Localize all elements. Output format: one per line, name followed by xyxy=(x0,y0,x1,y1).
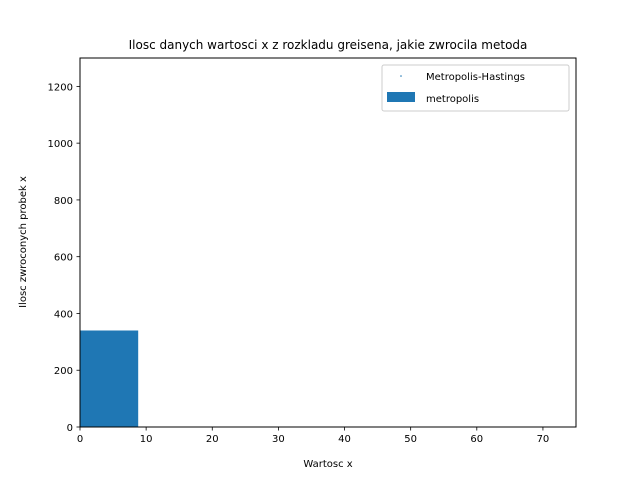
x-tick-label: 70 xyxy=(537,434,550,445)
legend-label-metropolis: metropolis xyxy=(426,94,479,105)
x-tick-label: 0 xyxy=(77,434,83,445)
x-axis: 0 10 20 30 40 50 60 70 xyxy=(77,427,549,445)
y-tick-label: 200 xyxy=(54,366,73,377)
x-tick-label: 50 xyxy=(404,434,417,445)
x-axis-label: Wartosc x xyxy=(303,459,352,470)
y-tick-label: 800 xyxy=(54,196,73,207)
legend-frame xyxy=(381,64,570,112)
chart-title: Ilosc danych wartosci x z rozkladu greis… xyxy=(129,38,528,52)
x-tick-label: 40 xyxy=(338,434,351,445)
y-axis: 0 200 400 600 800 1000 1200 xyxy=(48,82,80,434)
y-tick-label: 600 xyxy=(54,253,73,264)
legend-point-marker xyxy=(400,75,402,77)
y-tick-label: 1000 xyxy=(48,139,73,150)
histogram-bar-0 xyxy=(80,330,139,427)
y-tick-label: 400 xyxy=(54,309,73,320)
x-tick-label: 60 xyxy=(470,434,483,445)
x-tick-label: 30 xyxy=(272,434,285,445)
plot-frame xyxy=(79,57,577,428)
y-tick-label: 1200 xyxy=(48,82,73,93)
x-tick-label: 10 xyxy=(140,434,153,445)
legend-bar-swatch xyxy=(387,92,415,102)
x-tick-label: 20 xyxy=(206,434,219,445)
bars-group xyxy=(80,330,139,427)
legend-label-metropolis-hastings: Metropolis-Hastings xyxy=(426,72,525,83)
y-axis-label: Ilosc zwroconych probek x xyxy=(18,176,29,308)
legend: Metropolis-Hastings metropolis xyxy=(381,64,570,112)
y-tick-label: 0 xyxy=(67,423,73,434)
